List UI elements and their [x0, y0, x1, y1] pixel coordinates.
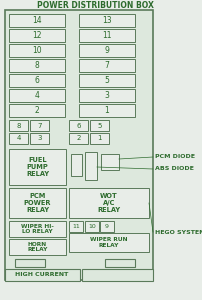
Text: 9: 9	[104, 224, 108, 229]
Text: FUEL
PUMP
RELAY: FUEL PUMP RELAY	[26, 157, 49, 177]
Text: 8: 8	[16, 122, 21, 128]
Bar	[79, 29, 134, 42]
Bar	[79, 59, 134, 72]
Bar	[9, 29, 65, 42]
Text: 11: 11	[102, 31, 111, 40]
Text: WOT
A/C
RELAY: WOT A/C RELAY	[97, 193, 120, 213]
Text: 2: 2	[76, 136, 80, 142]
Bar	[69, 120, 87, 131]
Bar	[15, 259, 45, 267]
Bar	[79, 14, 134, 27]
Bar	[69, 221, 83, 232]
Bar	[30, 120, 49, 131]
Bar	[100, 221, 114, 232]
Bar	[79, 104, 134, 117]
Text: 5: 5	[97, 122, 101, 128]
Text: PCM DIODE: PCM DIODE	[154, 154, 194, 160]
Bar	[79, 44, 134, 57]
Bar	[30, 133, 49, 144]
Bar	[9, 188, 66, 218]
Text: 12: 12	[32, 31, 42, 40]
Text: HIGH CURRENT: HIGH CURRENT	[15, 272, 68, 278]
Text: WIPER RUN
RELAY: WIPER RUN RELAY	[90, 237, 127, 248]
Text: 14: 14	[32, 16, 42, 25]
Text: WIPER HI-
LO RELAY: WIPER HI- LO RELAY	[21, 224, 54, 234]
Text: 10: 10	[32, 46, 42, 55]
Bar	[9, 149, 66, 185]
Bar	[5, 10, 152, 280]
Text: 3: 3	[104, 91, 109, 100]
Text: HORN
RELAY: HORN RELAY	[27, 242, 47, 252]
Bar	[89, 133, 108, 144]
Text: 4: 4	[16, 136, 21, 142]
Text: 13: 13	[102, 16, 111, 25]
Bar	[9, 221, 66, 237]
Bar	[9, 104, 65, 117]
Bar	[85, 221, 99, 232]
Text: 2: 2	[35, 106, 39, 115]
Bar	[9, 89, 65, 102]
Text: POWER DISTRIBUTION BOX: POWER DISTRIBUTION BOX	[36, 1, 153, 10]
Bar	[69, 188, 148, 218]
Bar	[82, 269, 152, 281]
Bar	[9, 120, 28, 131]
Bar	[79, 89, 134, 102]
Text: 1: 1	[97, 136, 101, 142]
Text: 7: 7	[104, 61, 109, 70]
Bar	[104, 259, 134, 267]
Bar	[9, 59, 65, 72]
Text: 3: 3	[37, 136, 42, 142]
Text: 11: 11	[72, 224, 79, 229]
Text: ABS DIODE: ABS DIODE	[154, 167, 193, 172]
Text: 8: 8	[35, 61, 39, 70]
Text: HEGO SYSTEM: HEGO SYSTEM	[154, 230, 202, 235]
Text: 1: 1	[104, 106, 109, 115]
Bar	[89, 120, 108, 131]
Text: 10: 10	[88, 224, 95, 229]
Text: 5: 5	[104, 76, 109, 85]
Text: 6: 6	[76, 122, 80, 128]
Bar	[79, 74, 134, 87]
Bar	[9, 44, 65, 57]
Bar	[9, 239, 66, 255]
Text: PCM
POWER
RELAY: PCM POWER RELAY	[24, 193, 51, 213]
Bar	[69, 233, 148, 252]
Bar	[69, 133, 87, 144]
Text: 9: 9	[104, 46, 109, 55]
Bar	[101, 154, 118, 170]
Text: 6: 6	[34, 76, 39, 85]
Bar	[85, 152, 97, 180]
Text: 7: 7	[37, 122, 42, 128]
Bar	[71, 154, 82, 176]
Bar	[9, 14, 65, 27]
Bar	[9, 133, 28, 144]
Bar	[5, 269, 80, 281]
Text: 4: 4	[34, 91, 39, 100]
Bar	[9, 74, 65, 87]
